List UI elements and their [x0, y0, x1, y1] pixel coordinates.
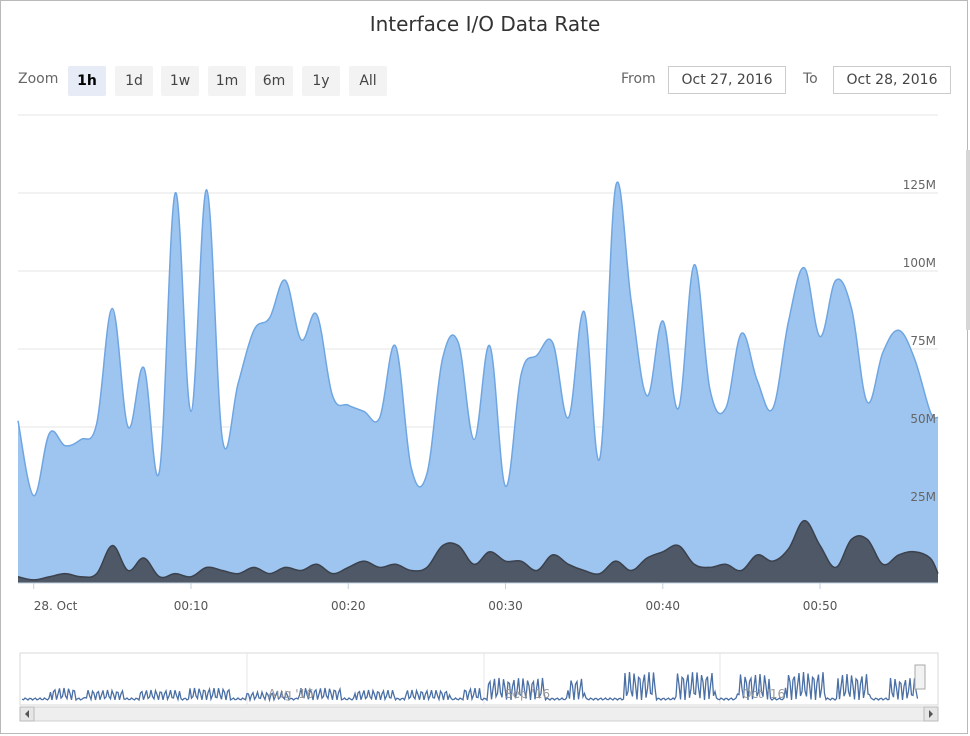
navigator-frame — [19, 652, 939, 706]
series-layer — [17, 181, 939, 583]
series-out-area — [18, 520, 938, 583]
navigator-date-label: Sep '16 — [505, 687, 550, 701]
chevron-right-icon — [929, 710, 933, 718]
chevron-left-icon — [25, 710, 29, 718]
to-date-input[interactable]: Oct 28, 2016 — [833, 66, 951, 94]
scrollbar-track[interactable] — [19, 706, 939, 722]
from-date-input[interactable]: Oct 27, 2016 — [668, 66, 786, 94]
navigator-date-label: Aug '16 — [268, 687, 314, 701]
x-tick-label: 00:50 — [803, 599, 838, 613]
series-out-line — [17, 519, 939, 581]
y-tick-label: 75M — [910, 334, 936, 348]
series-in-area — [18, 182, 938, 583]
zoom-1d-button[interactable]: 1d — [115, 66, 153, 96]
navigator: Aug '16 Sep '16 Oct '16 — [19, 652, 939, 722]
navigator-handle[interactable] — [914, 664, 926, 690]
zoom-1h-button[interactable]: 1h — [68, 66, 106, 96]
chart-title: Interface I/O Data Rate — [369, 12, 601, 36]
zoom-1m-button[interactable]: 1m — [208, 66, 246, 96]
to-label: To — [803, 71, 818, 87]
axis-layer: 25M 50M 75M 100M 125M 28. Oct 00:10 00:20 00:30 0… — [18, 178, 938, 613]
y-tick-label: 100M — [903, 256, 936, 270]
x-tick-label: 00:10 — [174, 599, 209, 613]
navigator-series-line — [21, 671, 919, 703]
y-tick-label: 25M — [910, 490, 936, 504]
zoom-6m-button[interactable]: 6m — [255, 66, 293, 96]
x-tick-label: 28. Oct — [34, 599, 78, 613]
zoom-label: Zoom — [18, 71, 59, 87]
y-tick-label: 50M — [910, 412, 936, 426]
zoom-1w-button[interactable]: 1w — [161, 66, 199, 96]
x-tick-label: 00:30 — [488, 599, 523, 613]
zoom-all-button[interactable]: All — [349, 66, 387, 96]
page-scrollbar[interactable] — [966, 150, 970, 330]
y-tick-label: 125M — [903, 178, 936, 192]
zoom-1y-button[interactable]: 1y — [302, 66, 340, 96]
series-in-line — [17, 181, 939, 497]
x-tick-label: 00:20 — [331, 599, 366, 613]
navigator-date-label: Oct '16 — [742, 687, 785, 701]
x-tick-label: 00:40 — [645, 599, 680, 613]
from-label: From — [621, 71, 656, 87]
